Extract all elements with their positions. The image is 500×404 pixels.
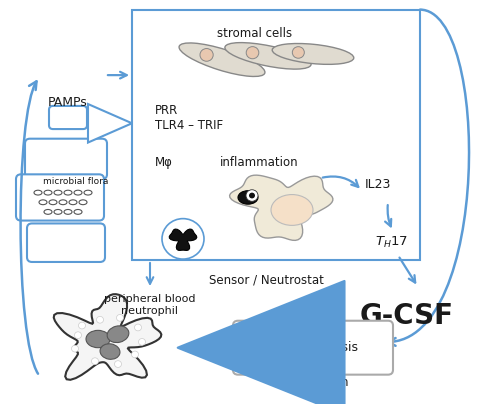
Polygon shape — [54, 294, 162, 380]
Text: granulopoiesis: granulopoiesis — [268, 341, 358, 354]
Ellipse shape — [271, 195, 313, 225]
Circle shape — [72, 345, 78, 352]
FancyBboxPatch shape — [132, 10, 420, 260]
Polygon shape — [170, 229, 197, 250]
Circle shape — [92, 358, 98, 364]
FancyArrowPatch shape — [388, 10, 469, 346]
Text: inflammation: inflammation — [220, 156, 298, 169]
Polygon shape — [230, 175, 333, 240]
Text: maturation: maturation — [280, 307, 346, 320]
Text: Sensor / Neutrostat: Sensor / Neutrostat — [208, 274, 324, 286]
Text: microbial flora: microbial flora — [44, 177, 108, 185]
Ellipse shape — [100, 344, 120, 359]
Circle shape — [246, 46, 259, 59]
FancyBboxPatch shape — [16, 175, 104, 221]
Polygon shape — [88, 104, 132, 143]
FancyBboxPatch shape — [233, 321, 393, 375]
Circle shape — [74, 332, 82, 339]
FancyBboxPatch shape — [27, 223, 105, 262]
Circle shape — [138, 339, 145, 345]
FancyBboxPatch shape — [25, 139, 107, 179]
Circle shape — [78, 322, 86, 329]
Text: Mφ: Mφ — [155, 156, 173, 169]
Text: stromal cells: stromal cells — [218, 27, 292, 40]
Circle shape — [200, 48, 213, 61]
Ellipse shape — [272, 44, 354, 64]
Text: G-CSF: G-CSF — [360, 302, 454, 330]
FancyBboxPatch shape — [49, 106, 87, 129]
Ellipse shape — [179, 43, 265, 76]
Text: peripheral blood: peripheral blood — [104, 294, 196, 304]
Ellipse shape — [107, 326, 129, 343]
Text: $T_H$17: $T_H$17 — [375, 235, 408, 250]
Text: TLR4 – TRIF: TLR4 – TRIF — [155, 120, 223, 133]
Circle shape — [249, 193, 255, 198]
Circle shape — [292, 47, 304, 58]
Circle shape — [134, 324, 141, 331]
Text: neutrophil: neutrophil — [122, 306, 178, 316]
Text: PRR: PRR — [155, 104, 178, 117]
Ellipse shape — [238, 191, 258, 204]
FancyArrowPatch shape — [20, 81, 38, 374]
Circle shape — [114, 361, 121, 368]
Circle shape — [132, 351, 138, 358]
Circle shape — [96, 316, 103, 323]
Ellipse shape — [86, 330, 110, 348]
Text: PAMPs: PAMPs — [48, 96, 88, 109]
Circle shape — [116, 314, 123, 321]
Circle shape — [246, 190, 258, 201]
Circle shape — [162, 219, 204, 259]
Ellipse shape — [225, 42, 311, 69]
Text: mobilization: mobilization — [277, 376, 349, 389]
Text: IL23: IL23 — [365, 179, 392, 191]
